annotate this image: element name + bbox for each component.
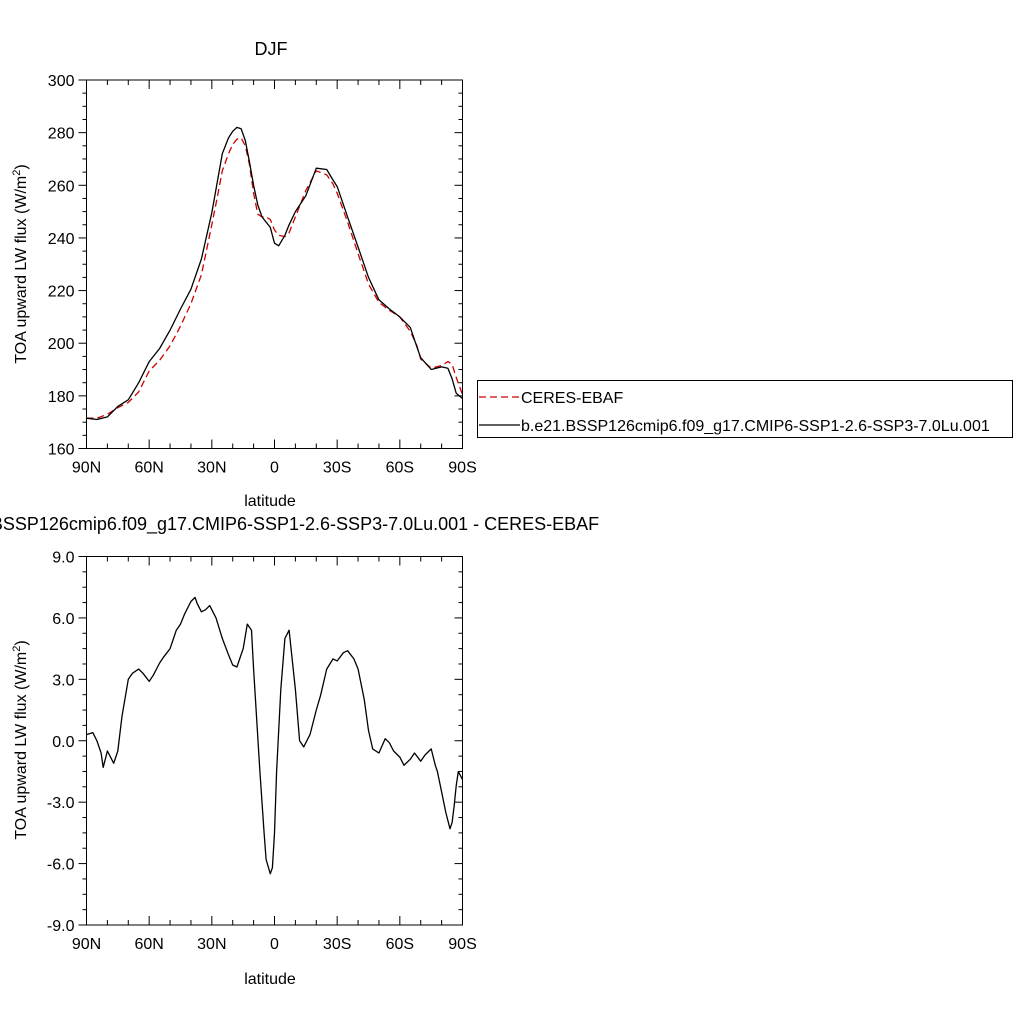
bottom-x-tick-label: 30S xyxy=(323,936,351,953)
top-y-tick-label: 260 xyxy=(48,178,75,195)
bottom-y-axis-label-close: ) xyxy=(13,640,30,645)
legend-box xyxy=(477,380,1013,438)
bottom-series-0-line xyxy=(86,596,464,875)
top-plot-frame xyxy=(86,79,463,449)
bottom-x-tick-label: 30N xyxy=(197,936,226,953)
top-x-tick-label: 90N xyxy=(72,460,101,477)
top-x-tick-label: 30S xyxy=(323,460,351,477)
top-x-tick-label: 60N xyxy=(134,460,163,477)
bottom-y-tick-label: -3.0 xyxy=(47,795,75,812)
top-x-tick-label: 60S xyxy=(386,460,414,477)
top-y-tick-label: 220 xyxy=(48,284,75,301)
legend-label-model: b.e21.BSSP126cmip6.f09_g17.CMIP6-SSP1-2.… xyxy=(521,418,990,435)
top-y-axis-label: TOA upward LW flux (W/m2) xyxy=(11,164,30,363)
top-panel: DJF 90N 60N 30N 0 30S 60S 90S 160 180 200 220 240 26… xyxy=(11,39,477,510)
bottom-chart-title: b.e21.BSSP126cmip6.f09_g17.CMIP6-SSP1-2.… xyxy=(0,514,599,535)
top-y-tick-label: 160 xyxy=(48,442,75,459)
bottom-x-tick-label: 60N xyxy=(134,936,163,953)
bottom-y-tick-label: 6.0 xyxy=(52,611,74,628)
bottom-x-axis-label: latitude xyxy=(244,971,296,988)
top-x-axis-label: latitude xyxy=(244,493,296,510)
bottom-x-tick-label: 90N xyxy=(72,936,101,953)
bottom-y-tick-label: 9.0 xyxy=(52,550,74,567)
bottom-y-axis-label: TOA upward LW flux (W/m2) xyxy=(11,640,30,839)
bottom-plot-frame xyxy=(86,556,463,926)
bottom-y-axis-label-sup: 2 xyxy=(11,646,23,652)
top-x-tick-label: 30N xyxy=(197,460,226,477)
bottom-plot-area: 90N 60N 30N 0 30S 60S 90S -9.0 -6.0 -3.0 0.0 3.0 6.0… xyxy=(47,550,477,954)
legend: CERES-EBAF b.e21.BSSP126cmip6.f09_g17.CM… xyxy=(477,380,1013,438)
bottom-panel: b.e21.BSSP126cmip6.f09_g17.CMIP6-SSP1-2.… xyxy=(0,514,599,988)
top-x-tick-label: 0 xyxy=(270,460,279,477)
top-y-tick-label: 300 xyxy=(48,73,75,90)
bottom-x-tick-label: 0 xyxy=(270,936,279,953)
top-y-tick-label: 280 xyxy=(48,126,75,143)
bottom-x-tick-label: 90S xyxy=(448,936,476,953)
bottom-y-tick-label: -9.0 xyxy=(47,918,75,935)
top-chart-title: DJF xyxy=(255,39,288,59)
top-y-axis-label-sup: 2 xyxy=(11,170,23,176)
top-x-tick-label: 90S xyxy=(448,460,476,477)
top-y-tick-label: 240 xyxy=(48,231,75,248)
top-series-1-line xyxy=(86,126,463,421)
top-y-tick-label: 200 xyxy=(48,336,75,353)
top-y-axis-label-main: TOA upward LW flux (W/m xyxy=(13,176,30,364)
bottom-y-tick-label: -6.0 xyxy=(47,857,75,874)
top-series-0-line xyxy=(86,137,464,419)
bottom-x-tick-label: 60S xyxy=(386,936,414,953)
bottom-y-tick-label: 0.0 xyxy=(52,734,74,751)
top-y-tick-label: 180 xyxy=(48,389,75,406)
bottom-y-tick-label: 3.0 xyxy=(52,672,74,689)
top-plot-area: 90N 60N 30N 0 30S 60S 90S 160 180 200 220 240 260 280… xyxy=(48,73,477,477)
bottom-y-axis-label-main: TOA upward LW flux (W/m xyxy=(13,652,30,840)
legend-label-ceres: CERES-EBAF xyxy=(521,390,623,407)
top-y-axis-label-close: ) xyxy=(13,164,30,169)
